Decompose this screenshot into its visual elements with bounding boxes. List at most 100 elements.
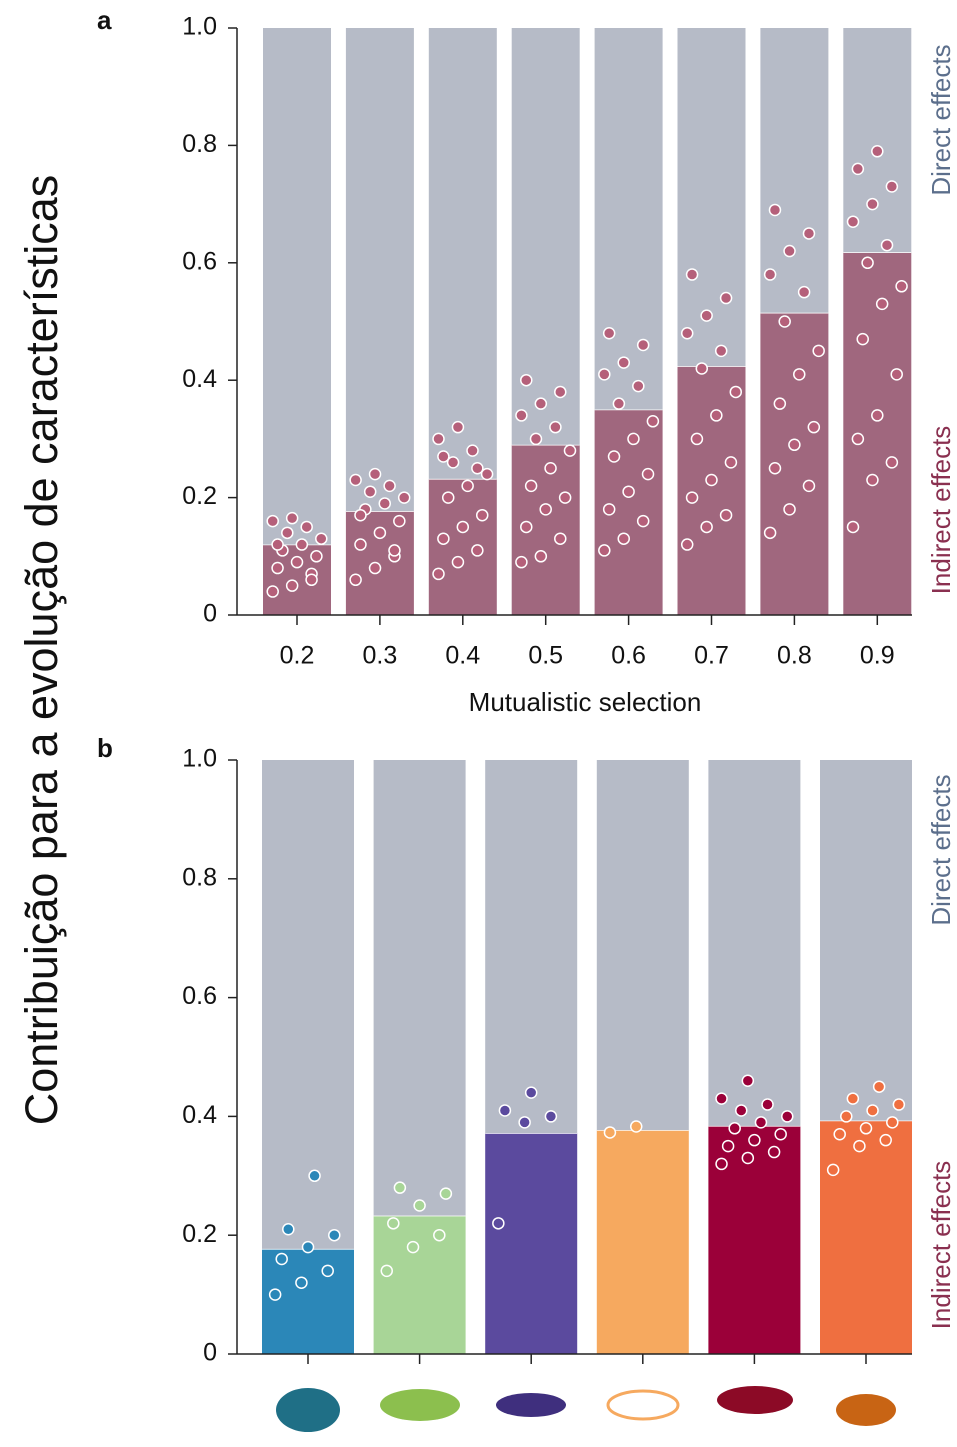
data-point [452,557,463,568]
y-tick-label: 1.0 [182,13,217,41]
data-point [267,516,278,527]
data-point [834,1129,845,1140]
bar-segment [485,1133,577,1354]
bar-segment [346,28,414,511]
data-point [384,480,395,491]
data-point [516,557,527,568]
data-point [443,492,454,503]
data-point [545,1111,556,1122]
legend-label: Indirect effects [926,426,956,595]
bar-segment [429,28,497,479]
data-point [370,563,381,574]
data-point [779,316,790,327]
data-point [687,269,698,280]
data-point [638,339,649,350]
data-point [555,533,566,544]
data-point [499,1105,510,1116]
data-point [765,527,776,538]
data-point [765,269,776,280]
data-point [893,1099,904,1110]
data-point [462,480,473,491]
data-point [389,545,400,556]
data-point [457,521,468,532]
data-point [355,539,366,550]
data-point [721,510,732,521]
bar-segment [374,1216,466,1354]
data-point [852,163,863,174]
data-point [701,310,712,321]
data-point [535,551,546,562]
data-point [350,474,361,485]
data-point [365,486,376,497]
x-axis-label: Mutualistic selection [469,687,702,717]
data-point [618,357,629,368]
data-point [848,521,859,532]
data-point [545,463,556,474]
data-point [691,433,702,444]
data-point [769,463,780,474]
data-point [604,1127,615,1138]
y-axis-label: Contribuição para a evolução de caracter… [16,175,67,1126]
y-tick-label: 0.2 [182,1220,217,1248]
data-point [872,146,883,157]
data-point [516,410,527,421]
data-point [828,1164,839,1175]
data-point [857,334,868,345]
data-point [472,463,483,474]
y-tick-label: 0.4 [182,365,217,393]
bar-segment [597,1130,689,1354]
data-point [774,398,785,409]
data-point [861,1123,872,1134]
data-point [272,539,283,550]
data-point [276,1253,287,1264]
legend-label: Direct effects [926,774,956,925]
icon-shrimp [608,1391,678,1419]
bar-segment [262,760,354,1249]
data-point [716,1093,727,1104]
data-point [749,1135,760,1146]
data-point [867,199,878,210]
data-point [886,457,897,468]
data-point [789,439,800,450]
data-point [394,516,405,527]
data-point [755,1117,766,1128]
data-point [847,1093,858,1104]
data-point [526,480,537,491]
data-point [736,1105,747,1116]
data-point [526,1087,537,1098]
data-point [852,433,863,444]
data-point [701,521,712,532]
data-point [867,474,878,485]
data-point [394,1182,405,1193]
data-point [813,345,824,356]
data-point [682,539,693,550]
x-tick-label: 0.4 [445,642,480,670]
data-point [784,504,795,515]
data-point [322,1265,333,1276]
legend-label: Indirect effects [926,1161,956,1330]
y-tick-label: 0.4 [182,1101,217,1129]
data-point [438,451,449,462]
data-point [769,1147,780,1158]
legend-label: Direct effects [926,44,956,195]
data-point [381,1265,392,1276]
data-point [742,1075,753,1086]
data-point [721,293,732,304]
data-point [311,551,322,562]
bar-segment [597,760,689,1130]
data-point [287,513,298,524]
data-point [604,328,615,339]
data-point [452,422,463,433]
y-tick-label: 0.2 [182,482,217,510]
data-point [521,521,532,532]
y-tick-label: 0 [203,600,217,628]
data-point [886,181,897,192]
data-point [631,1121,642,1132]
data-point [628,433,639,444]
data-point [742,1152,753,1163]
data-point [306,574,317,585]
data-point [696,363,707,374]
bar-segment [708,760,800,1126]
y-tick-label: 0.6 [182,982,217,1010]
data-point [408,1242,419,1253]
